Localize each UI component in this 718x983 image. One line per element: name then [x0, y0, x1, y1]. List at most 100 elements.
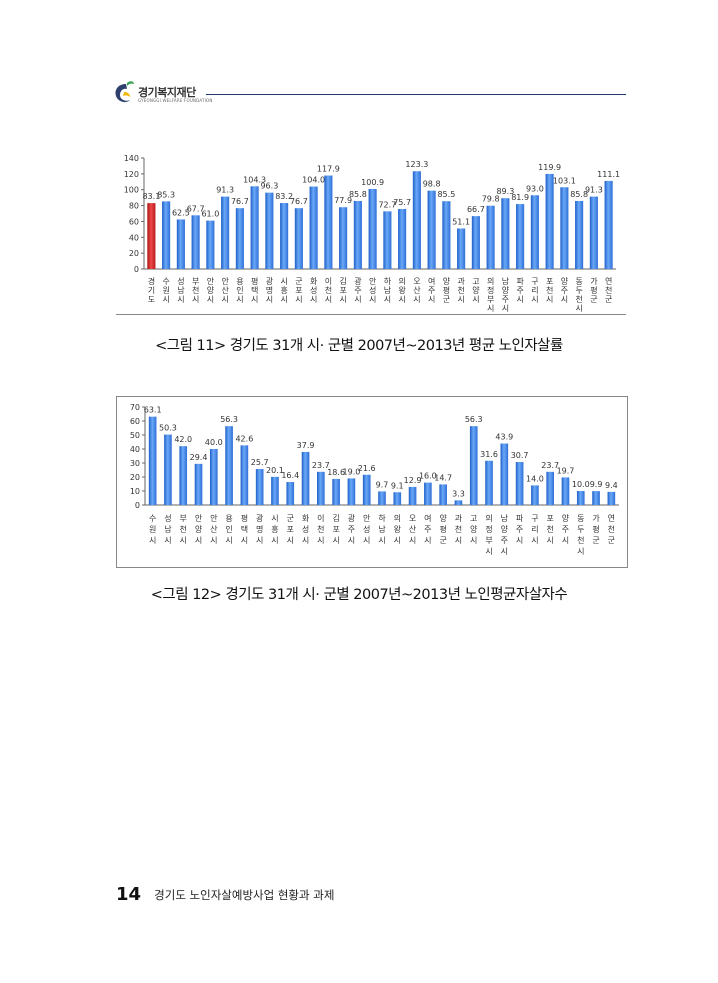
category-label-21-char-2: 평	[443, 285, 450, 295]
category-label-23-char-3: 시	[472, 295, 479, 304]
bar-3	[176, 219, 185, 269]
data-label-10: 16.4	[281, 471, 299, 480]
category-label-19-char-2: 산	[413, 285, 421, 295]
category-label-11-char-3: 시	[302, 536, 309, 545]
bar-29	[560, 187, 569, 269]
category-label-23-char-1: 고	[472, 277, 479, 286]
category-label-3-char-3: 시	[180, 536, 187, 545]
y-tick-label: 80	[129, 202, 139, 211]
category-label-17-char-2: 왕	[394, 525, 402, 534]
data-label-1: 83.1	[142, 192, 160, 201]
category-label-27-char-2: 천	[547, 524, 554, 534]
bar-16	[368, 189, 377, 269]
category-label-32-char-3: 군	[605, 295, 612, 304]
data-label-9: 96.3	[260, 182, 278, 191]
bar-32	[604, 180, 613, 269]
category-label-24-char-3: 부	[487, 295, 494, 304]
category-label-6-char-2: 산	[221, 285, 229, 295]
category-label-28-char-1: 포	[546, 277, 553, 286]
bar-13	[332, 478, 340, 505]
category-label-29-char-3: 시	[561, 295, 568, 304]
category-label-31-char-1: 연	[608, 514, 615, 523]
category-label-30-char-2: 두	[575, 286, 582, 295]
category-label-8-char-3: 시	[251, 295, 258, 304]
bar-14	[347, 478, 356, 505]
category-label-15-char-3: 시	[354, 295, 361, 304]
category-label-3-char-2: 남	[177, 286, 185, 295]
category-label-2-char-1: 수	[162, 277, 169, 286]
data-label-16: 100.9	[361, 178, 384, 187]
category-label-28-char-2: 천	[546, 285, 553, 295]
data-label-20: 14.7	[434, 473, 452, 482]
bar-28	[545, 173, 554, 269]
category-label-9-char-2: 명	[266, 285, 273, 295]
category-label-27-char-2: 리	[531, 286, 538, 295]
data-label-4: 67.7	[187, 204, 205, 213]
category-label-12-char-1: 화	[310, 277, 318, 286]
bar-8	[250, 186, 259, 269]
category-label-32-char-2: 천	[605, 285, 612, 295]
category-label-5-char-3: 시	[210, 536, 217, 545]
category-label-9-char-2: 흥	[271, 524, 278, 534]
category-label-26-char-2: 리	[531, 525, 538, 534]
bar-11	[301, 451, 310, 505]
data-label-18: 12.9	[404, 476, 422, 485]
bar-20	[439, 484, 447, 505]
y-tick-label: 70	[130, 403, 140, 412]
data-label-31: 91.3	[585, 186, 603, 195]
category-label-21-char-1: 과	[455, 514, 463, 523]
y-tick-label: 120	[124, 170, 139, 179]
bar-30	[592, 491, 600, 505]
bar-18	[398, 208, 407, 269]
category-label-3-char-1: 부	[180, 514, 187, 523]
data-label-31: 9.4	[605, 481, 618, 490]
category-label-20-char-2: 평	[439, 524, 446, 534]
category-label-27-char-1: 구	[531, 277, 538, 286]
category-label-2-char-2: 남	[164, 525, 172, 534]
category-label-4-char-3: 시	[195, 536, 202, 545]
category-label-17-char-3: 시	[384, 295, 391, 304]
data-label-19: 16.0	[419, 472, 437, 481]
category-label-16-char-2: 성	[369, 286, 376, 295]
bar-9	[271, 476, 279, 505]
bar-8	[255, 469, 264, 505]
footer-title: 경기도 노인자살예방사업 현황과 과제	[154, 887, 335, 902]
category-label-12-char-3: 시	[310, 295, 317, 304]
y-tick-label: 20	[130, 473, 140, 482]
category-label-6-char-3: 시	[221, 295, 228, 304]
header-rule	[206, 94, 626, 95]
data-label-18: 75.7	[393, 198, 411, 207]
logo-subtitle: GYEONGGI WELFARE FOUNDATION	[138, 98, 213, 103]
bar-12	[309, 186, 318, 269]
category-label-9-char-1: 광	[266, 276, 274, 286]
category-label-11-char-3: 시	[295, 295, 302, 304]
category-label-17-char-1: 의	[394, 513, 401, 523]
category-label-24-char-4: 시	[501, 547, 508, 556]
data-label-2: 50.3	[159, 424, 177, 433]
category-label-16-char-2: 남	[378, 525, 386, 534]
category-label-5-char-2: 양	[207, 286, 215, 295]
category-label-26-char-3: 시	[516, 295, 523, 304]
category-label-19-char-3: 시	[413, 295, 420, 304]
data-label-8: 25.7	[251, 458, 269, 467]
category-label-11-char-1: 화	[302, 514, 310, 523]
category-label-7-char-3: 시	[241, 536, 248, 545]
bar-5	[209, 449, 218, 505]
category-label-17-char-3: 시	[394, 536, 401, 545]
bar-21	[454, 500, 463, 505]
y-tick-label: 60	[130, 417, 140, 426]
data-label-25: 30.7	[511, 451, 529, 460]
data-label-32: 111.1	[597, 170, 620, 179]
category-label-16-char-3: 시	[378, 536, 385, 545]
chart-1-panel: 0 20 40 60 80 100 120 140 83.1 경 기 도 85.3 수 원 시 62.5 성 남 시 6…	[116, 150, 626, 315]
category-label-29-char-2: 두	[577, 525, 584, 534]
bar-26	[531, 485, 539, 505]
data-label-13: 18.6	[327, 468, 345, 477]
category-label-1-char-3: 시	[149, 536, 156, 545]
y-tick-label: 40	[130, 445, 140, 454]
data-label-7: 76.7	[231, 197, 249, 206]
data-label-10: 83.2	[275, 192, 293, 201]
page-footer: 14 경기도 노인자살예방사업 현황과 과제	[116, 884, 334, 908]
category-label-15-char-2: 주	[354, 286, 361, 295]
category-label-21-char-3: 군	[443, 295, 450, 304]
